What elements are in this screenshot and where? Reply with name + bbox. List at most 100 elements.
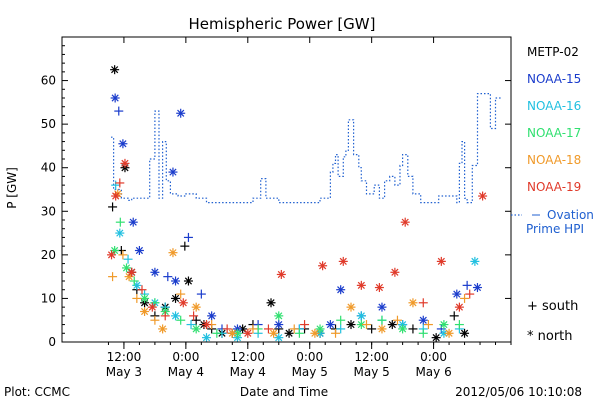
south-point [460, 293, 470, 303]
south-point [115, 217, 125, 227]
north-point [171, 293, 181, 303]
south-point [183, 232, 193, 242]
north-point [346, 320, 356, 330]
legend-noaa-15: NOAA-15 [527, 72, 581, 86]
north-point [168, 248, 178, 258]
north-point [374, 283, 384, 293]
y-tick-label: 50 [41, 117, 56, 131]
timestamp: 2012/05/06 10:10:08 [455, 385, 582, 399]
north-point [274, 311, 284, 321]
plot-credit: Plot: CCMC [4, 385, 70, 399]
south-point [114, 106, 124, 116]
x-tick-time: 12:00 [107, 350, 142, 364]
north-point [243, 328, 253, 338]
series-noaa-16 [111, 180, 480, 343]
north-point [128, 217, 138, 227]
north-point [107, 250, 117, 260]
series-noaa-15 [110, 93, 482, 334]
ovation-series-line [111, 92, 501, 204]
x-tick-date: May 5 [354, 365, 390, 379]
south-point [222, 324, 232, 334]
south-point [212, 328, 222, 338]
south-point [377, 315, 387, 325]
legend-metp-02: METP-02 [527, 45, 579, 59]
legend-noaa-17: NOAA-17 [527, 126, 581, 140]
south-point [248, 324, 258, 334]
north-point [472, 283, 482, 293]
north-point [346, 302, 356, 312]
north-point [176, 108, 186, 118]
symbol-legend-entry: * north [527, 329, 573, 344]
south-point [196, 289, 206, 299]
legend-noaa-18: NOAA-18 [527, 153, 581, 167]
north-point [232, 328, 242, 338]
north-point [274, 320, 284, 330]
north-point [444, 328, 454, 338]
north-point [390, 267, 400, 277]
north-point [431, 333, 441, 343]
north-point [140, 307, 150, 316]
south-point [336, 324, 346, 334]
north-point [171, 311, 181, 321]
south-point [418, 328, 428, 338]
north-point [478, 191, 488, 201]
south-point [108, 272, 118, 282]
plot-frame [61, 36, 512, 343]
north-point [284, 328, 294, 338]
north-point [115, 228, 125, 238]
north-point [356, 311, 366, 321]
series-noaa-18 [108, 189, 470, 338]
north-point [140, 293, 150, 303]
south-point [186, 320, 196, 330]
south-point [189, 311, 199, 321]
north-point [110, 246, 120, 255]
south-point [137, 285, 147, 295]
south-point [454, 320, 464, 330]
x-tick-date: May 4 [168, 365, 204, 379]
south-point [263, 324, 273, 334]
legend-noaa-19: NOAA-19 [527, 180, 581, 194]
north-point [454, 302, 464, 312]
south-point [336, 315, 346, 325]
north-point [276, 269, 286, 279]
north-point [408, 298, 418, 308]
north-point [418, 315, 428, 325]
south-point [176, 289, 186, 299]
y-tick-label: 30 [41, 204, 56, 218]
x-tick-date: May 4 [230, 365, 266, 379]
south-point [176, 315, 186, 325]
north-point [127, 267, 137, 277]
south-point [331, 328, 341, 338]
north-point [158, 324, 168, 334]
south-point [123, 254, 133, 264]
north-point [191, 324, 201, 334]
series-legend: METP-02 NOAA-15 NOAA-16 NOAA-17 NOAA-18 NOAA-… [527, 45, 581, 194]
south-point [289, 324, 299, 334]
y-tick-label: 40 [41, 161, 56, 175]
north-point [150, 267, 160, 277]
south-point [160, 311, 170, 321]
south-point [300, 320, 310, 330]
north-point [168, 167, 178, 177]
north-point [439, 320, 449, 330]
north-point [398, 324, 408, 334]
south-point [462, 280, 472, 290]
north-point [227, 328, 237, 338]
north-point [310, 328, 320, 338]
north-point [110, 93, 120, 103]
south-point [150, 315, 160, 325]
north-point [318, 261, 328, 271]
y-axis-label: P [GW] [5, 167, 19, 209]
x-tick-time: 0:00 [420, 350, 447, 364]
north-point [147, 302, 157, 312]
south-point [115, 178, 125, 188]
x-tick-date: May 5 [292, 365, 328, 379]
south-point [294, 328, 304, 338]
south-point [111, 180, 121, 190]
x-tick-time: 12:00 [230, 350, 265, 364]
ovation-legend-label: Ovation [547, 208, 594, 222]
north-point [134, 246, 144, 255]
ovation-legend-label-line2: Prime HPI [526, 222, 584, 236]
series-noaa-19 [107, 158, 488, 338]
